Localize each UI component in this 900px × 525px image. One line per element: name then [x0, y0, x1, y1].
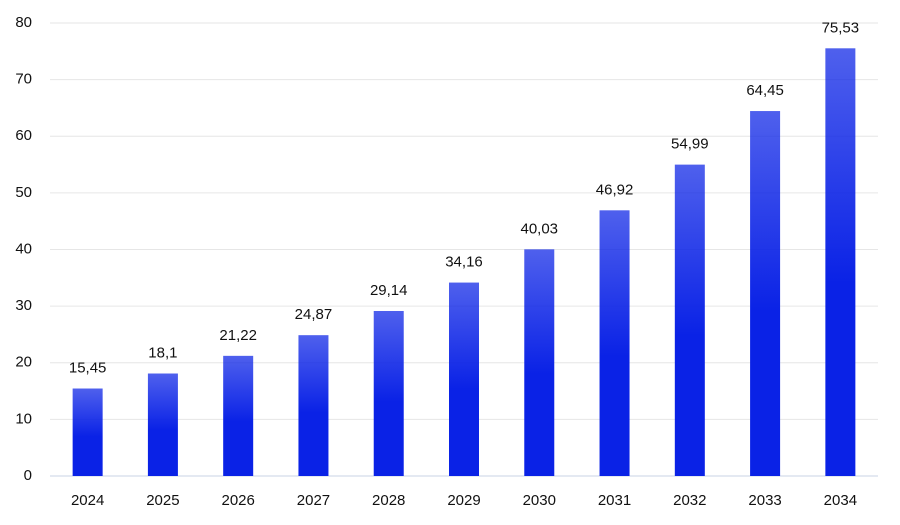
bar [750, 111, 781, 476]
y-tick-label: 70 [15, 71, 32, 88]
value-label: 64,45 [746, 82, 784, 99]
y-tick-label: 80 [15, 14, 32, 31]
bar [524, 249, 555, 476]
bar [223, 355, 254, 476]
y-tick-label: 30 [15, 297, 32, 314]
x-tick-label: 2032 [673, 492, 706, 509]
value-label: 21,22 [219, 327, 257, 344]
value-label: 46,92 [596, 181, 634, 198]
x-tick-label: 2030 [523, 492, 556, 509]
x-tick-label: 2028 [372, 492, 405, 509]
x-tick-label: 2029 [447, 492, 480, 509]
value-label: 24,87 [295, 306, 333, 323]
bar [298, 335, 329, 476]
x-tick-label: 2025 [146, 492, 179, 509]
bar [72, 388, 103, 476]
y-tick-label: 0 [24, 467, 32, 484]
y-tick-label: 40 [15, 240, 32, 257]
x-tick-label: 2034 [824, 492, 857, 509]
bar [599, 210, 630, 477]
x-tick-label: 2024 [71, 492, 104, 509]
bar [373, 310, 404, 476]
value-label: 54,99 [671, 136, 709, 153]
value-label: 15,45 [69, 359, 107, 376]
x-tick-label: 2031 [598, 492, 631, 509]
x-tick-label: 2033 [748, 492, 781, 509]
bar [449, 282, 479, 476]
y-tick-label: 10 [15, 410, 32, 427]
bar [147, 373, 178, 476]
x-tick-label: 2027 [297, 492, 330, 509]
x-tick-label: 2026 [221, 492, 254, 509]
y-tick-label: 60 [15, 127, 32, 144]
value-label: 29,14 [370, 282, 408, 299]
value-label: 40,03 [520, 220, 558, 237]
bar [825, 48, 856, 477]
value-label: 18,1 [148, 344, 177, 361]
value-label: 34,16 [445, 254, 483, 271]
bar [674, 164, 705, 476]
value-label: 75,53 [822, 19, 860, 36]
y-tick-label: 20 [15, 354, 32, 371]
y-tick-label: 50 [15, 184, 32, 201]
